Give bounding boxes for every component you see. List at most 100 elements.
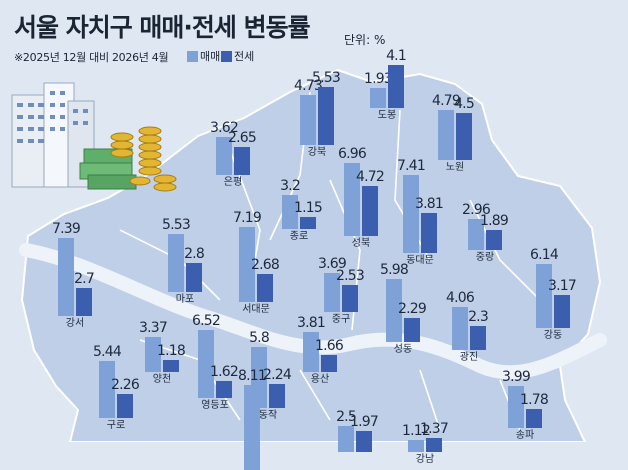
jeonse-bar (470, 325, 486, 350)
jeonse-bar (76, 287, 92, 316)
district-name: 강남 (415, 454, 435, 465)
sale-value-label: 2.5 (336, 408, 357, 425)
district-name: 은평 (223, 177, 243, 188)
jeonse-value-label: 2.26 (111, 377, 140, 394)
sale-bar (303, 331, 319, 372)
sale-bar (324, 273, 340, 312)
jeonse-bar (257, 273, 273, 302)
sale-value-label: 8.11 (238, 367, 267, 384)
district-name: 마포 (175, 294, 195, 305)
sale-bar (300, 95, 316, 145)
jeonse-value-label: 1.18 (157, 342, 186, 359)
sale-value-label: 7.39 (52, 221, 81, 238)
han-river (19, 243, 607, 380)
sale-value-label: 2.96 (462, 201, 491, 218)
district-name: 강동 (543, 330, 563, 341)
sale-bar (282, 195, 298, 229)
sale-value-label: 3.62 (210, 119, 239, 136)
sale-value-label: 3.99 (502, 369, 531, 386)
jeonse-bar (117, 394, 133, 418)
jeonse-value-label: 2.68 (251, 256, 280, 273)
sale-value-label: 4.06 (446, 290, 475, 307)
sale-value-label: 1.12 (402, 423, 431, 440)
jeonse-value-label: 2.3 (468, 308, 489, 325)
jeonse-bar (318, 86, 334, 145)
sale-value-label: 6.14 (530, 246, 559, 263)
chart-title: 서울 자치구 매매·전세 변동률 (14, 13, 311, 42)
district-name: 구로 (106, 420, 126, 431)
jeonse-bar (456, 112, 472, 160)
sale-bar (468, 218, 484, 250)
sale-bar (58, 238, 74, 316)
jeonse-value-label: 4.72 (356, 169, 385, 186)
jeonse-value-label: 5.53 (312, 69, 341, 86)
district-name: 송파 (515, 430, 535, 441)
sale-value-label: 7.19 (233, 209, 262, 226)
sale-bar (386, 279, 402, 342)
sale-bar (216, 136, 232, 175)
jeonse-bar (321, 354, 337, 372)
jeonse-bar (269, 384, 285, 408)
jeonse-bar (486, 230, 502, 250)
jeonse-value-label: 2.7 (74, 270, 95, 287)
legend-sale-label: 매매 (200, 50, 221, 63)
district-name: 영등포 (201, 400, 229, 411)
jeonse-value-label: 1.15 (294, 199, 323, 216)
district-name: 강서 (65, 318, 85, 329)
district-name: 성북 (351, 238, 371, 249)
district-name: 서대문 (242, 304, 270, 315)
sale-value-label: 5.44 (93, 343, 122, 360)
jeonse-value-label: 1.62 (210, 363, 239, 380)
sale-bar (145, 336, 161, 372)
jeonse-value-label: 3.81 (415, 195, 444, 212)
jeonse-bar (342, 285, 358, 312)
legend-jeonse-label: 전세 (234, 50, 255, 63)
sale-value-label: 6.96 (338, 145, 367, 162)
jeonse-bar (362, 186, 378, 236)
legend-sale: 매매 (187, 48, 220, 64)
sale-bar (438, 109, 454, 160)
jeonse-value-label: 2.8 (184, 245, 205, 262)
sale-value-label: 3.2 (280, 178, 301, 195)
jeonse-value-label: 2.24 (263, 367, 292, 384)
sale-value-label: 5.98 (380, 262, 409, 279)
jeonse-bar (186, 262, 202, 292)
legend-jeonse: 전세 (221, 48, 254, 64)
jeonse-value-label: 1.97 (350, 414, 379, 431)
sale-value-label: 6.52 (192, 312, 221, 329)
jeonse-bar (234, 147, 250, 175)
jeonse-value-label: 3.17 (548, 277, 577, 294)
sale-bar (244, 384, 260, 470)
district-name: 도봉 (377, 110, 397, 121)
district-name: 종로 (289, 231, 309, 242)
sale-bar (99, 360, 115, 418)
sale-bar (239, 226, 255, 302)
sale-value-label: 4.73 (294, 78, 323, 95)
jeonse-value-label: 2.65 (228, 130, 257, 147)
legend-jeonse-swatch (221, 50, 232, 62)
jeonse-bar (163, 359, 179, 372)
jeonse-value-label: 2.29 (398, 300, 427, 317)
sale-value-label: 5.53 (162, 216, 191, 233)
buildings-and-money-illustration (11, 82, 177, 192)
district-name: 용산 (310, 374, 330, 385)
sale-value-label: 7.41 (397, 158, 426, 175)
district-name: 강북 (307, 147, 327, 158)
district-name: 동대문 (406, 255, 434, 266)
jeonse-value-label: 1.37 (420, 420, 449, 437)
district-name: 노원 (445, 162, 465, 173)
jeonse-value-label: 1.66 (315, 337, 344, 354)
sale-value-label: 3.69 (318, 256, 347, 273)
sale-bar (168, 233, 184, 292)
jeonse-value-label: 1.89 (480, 213, 509, 230)
sale-value-label: 4.79 (432, 92, 461, 109)
sale-bar (370, 87, 386, 108)
district-name: 동작 (258, 410, 278, 421)
jeonse-bar (426, 437, 442, 452)
sale-bar (344, 162, 360, 236)
district-name: 중랑 (475, 252, 495, 263)
sale-bar (403, 175, 419, 253)
jeonse-value-label: 1.78 (520, 392, 549, 409)
sale-value-label: 3.81 (297, 314, 326, 331)
district-name: 성동 (393, 344, 413, 355)
